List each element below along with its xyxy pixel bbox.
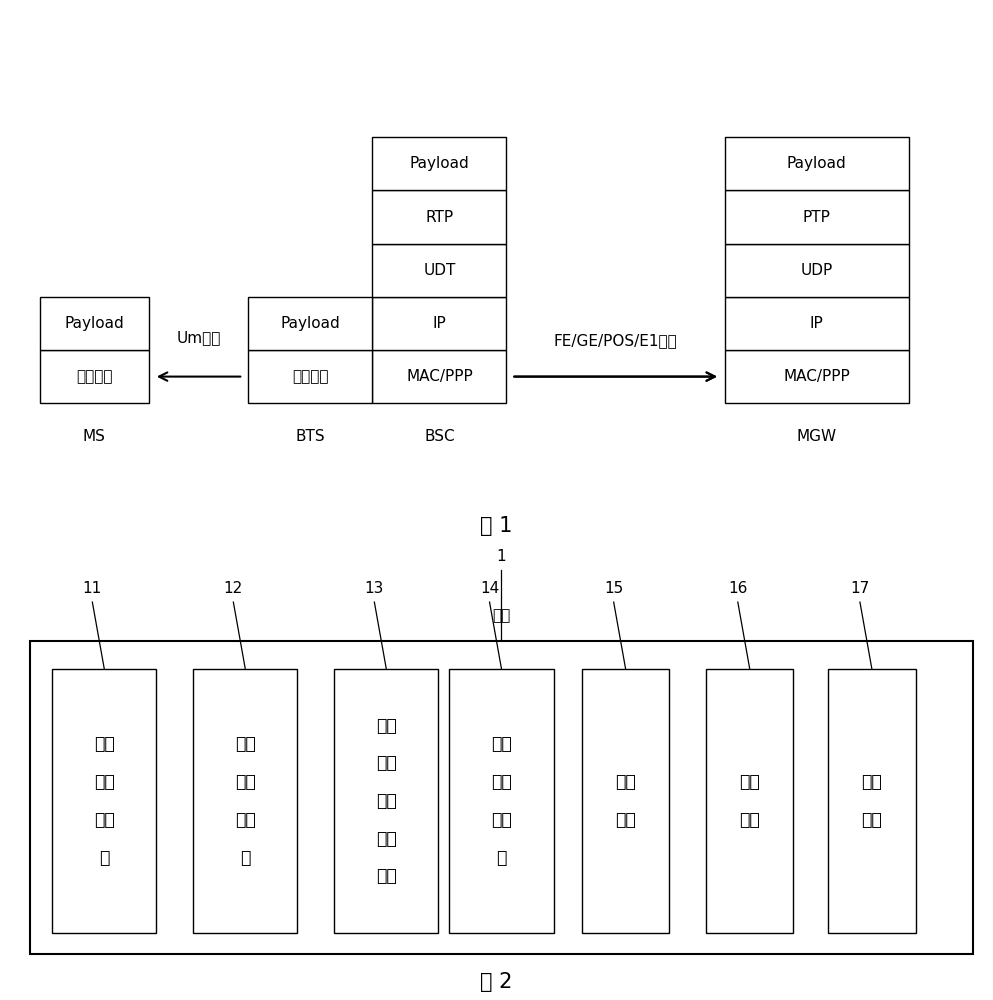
Text: 模块: 模块 (616, 811, 636, 829)
Text: UDT: UDT (423, 263, 456, 278)
Text: MS: MS (82, 429, 106, 444)
Text: 帧判: 帧判 (235, 773, 255, 791)
Text: 块: 块 (496, 849, 506, 867)
Text: 发送: 发送 (376, 754, 396, 772)
Text: 模块: 模块 (376, 867, 396, 885)
Text: 图 1: 图 1 (481, 516, 512, 536)
Bar (582, 669, 669, 933)
Text: 信道编码: 信道编码 (76, 369, 112, 384)
Bar (706, 669, 793, 933)
Text: 块: 块 (240, 849, 250, 867)
Text: 断模: 断模 (235, 811, 255, 829)
Text: 发送: 发送 (862, 773, 882, 791)
Text: Payload: Payload (409, 156, 470, 171)
Text: IP: IP (433, 316, 446, 331)
Text: Payload: Payload (786, 156, 847, 171)
Text: PTP: PTP (802, 210, 831, 225)
Text: 模块: 模块 (862, 811, 882, 829)
Text: BSC: BSC (424, 429, 455, 444)
Text: 14: 14 (480, 581, 499, 596)
Text: 12: 12 (223, 581, 243, 596)
Bar (449, 669, 554, 933)
Text: IP: IP (810, 316, 823, 331)
Bar (248, 350, 372, 403)
Bar (725, 244, 909, 297)
Text: 帧接: 帧接 (94, 773, 114, 791)
Text: 模块: 模块 (740, 811, 760, 829)
Bar (725, 350, 909, 403)
Bar (372, 244, 506, 297)
Text: 1: 1 (496, 549, 506, 564)
Text: 11: 11 (82, 581, 102, 596)
Text: RTP: RTP (425, 210, 454, 225)
Text: Payload: Payload (65, 316, 124, 331)
Bar (193, 669, 298, 933)
Text: Payload: Payload (280, 316, 341, 331)
Text: MGW: MGW (796, 429, 837, 444)
Text: 业务: 业务 (94, 735, 114, 753)
Text: MAC/PPP: MAC/PPP (783, 369, 850, 384)
Bar (725, 137, 909, 190)
Bar (334, 669, 439, 933)
Bar (372, 350, 506, 403)
Bar (725, 190, 909, 244)
Text: Um接口: Um接口 (177, 330, 220, 345)
Text: 装置: 装置 (493, 608, 510, 623)
Bar (372, 297, 506, 350)
Bar (40, 297, 149, 350)
Text: 信道编码: 信道编码 (292, 369, 329, 384)
Text: 送模: 送模 (492, 811, 511, 829)
Text: 业务: 业务 (492, 735, 511, 753)
Text: UDP: UDP (800, 263, 833, 278)
Text: 图 2: 图 2 (481, 972, 512, 992)
Text: 15: 15 (604, 581, 624, 596)
Text: 存储: 存储 (740, 773, 760, 791)
Bar (40, 350, 149, 403)
Text: 业务: 业务 (235, 735, 255, 753)
Text: 17: 17 (850, 581, 870, 596)
Bar (372, 190, 506, 244)
Text: 收模: 收模 (94, 811, 114, 829)
Text: 块: 块 (99, 849, 109, 867)
Bar (725, 297, 909, 350)
Text: 模式: 模式 (376, 792, 396, 810)
Text: 下行: 下行 (376, 717, 396, 735)
Text: FE/GE/POS/E1接口: FE/GE/POS/E1接口 (554, 333, 677, 348)
Bar (52, 669, 157, 933)
Bar (828, 669, 916, 933)
Bar (30, 641, 973, 954)
Text: 13: 13 (364, 581, 384, 596)
Text: BTS: BTS (296, 429, 325, 444)
Text: 检测: 检测 (616, 773, 636, 791)
Text: 16: 16 (728, 581, 748, 596)
Bar (248, 297, 372, 350)
Bar (372, 137, 506, 190)
Text: 帧发: 帧发 (492, 773, 511, 791)
Text: MAC/PPP: MAC/PPP (406, 369, 473, 384)
Text: 调整: 调整 (376, 830, 396, 848)
